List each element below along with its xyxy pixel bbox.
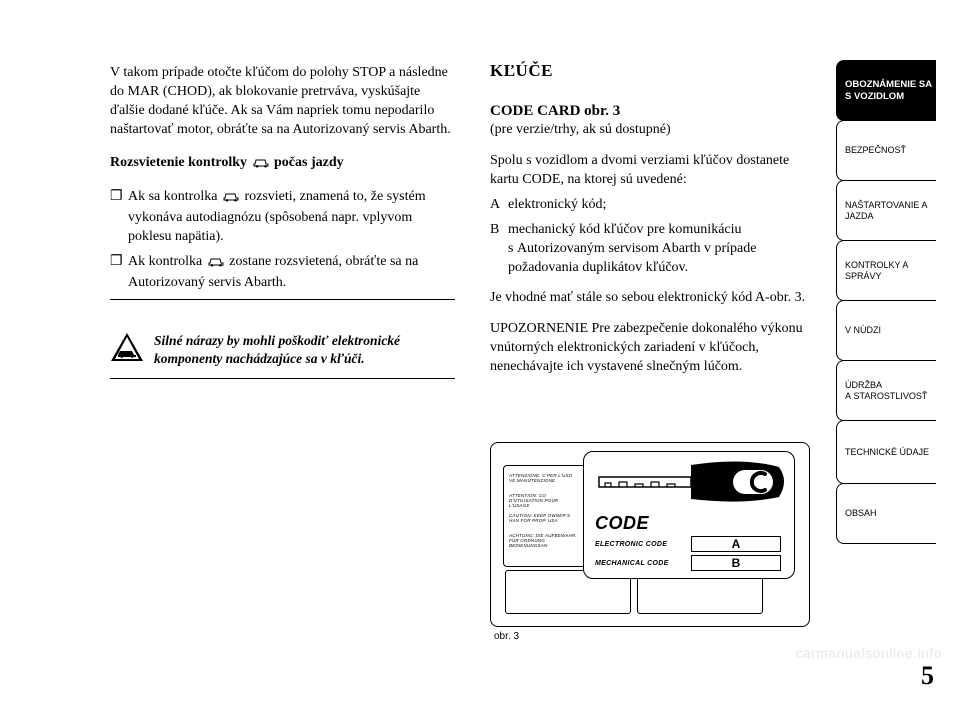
page: V takom prípade otočte kľúčom do polohy … (0, 0, 960, 709)
warning-box: Silné nárazy by mohli poškodiť elektroni… (110, 332, 455, 368)
tab-udrzba[interactable]: ÚDRŽBA A STAROSTLIVOSŤ (836, 360, 936, 421)
tab-label: KONTROLKY A SPRÁVY (845, 260, 936, 282)
page-number: 5 (921, 661, 934, 691)
tab-kontrolky[interactable]: KONTROLKY A SPRÁVY (836, 240, 936, 301)
list-item-b-letter: B (490, 221, 508, 278)
electronic-code-label: ELECTRONIC CODE (595, 541, 691, 548)
code-card-heading-main: CODE CARD obr. 3 (490, 103, 620, 119)
tab-label: TECHNICKÉ ÚDAJE (845, 447, 929, 458)
code-card-heading: CODE CARD obr. 3 (490, 101, 810, 121)
watermark: carmanualsonline.info (795, 645, 942, 661)
bullet-1: ❐ Ak sa kontrolka rozsvieti, znamená to,… (110, 188, 455, 247)
right-p3: UPOZORNENIE Pre zabezpečenie dokonalého … (490, 320, 810, 377)
tab-label: ÚDRŽBA A STAROSTLIVOSŤ (845, 380, 936, 402)
divider (110, 378, 455, 379)
tab-label: OBOZNÁMENIE SA S VOZIDLOM (845, 79, 936, 102)
tab-obsah[interactable]: OBSAH (836, 483, 936, 544)
fineprint-1: ATTENZIONE: C PER L'USO VE MANUTENZIONE (509, 473, 579, 483)
tab-label: BEZPEČNOSŤ (845, 145, 906, 156)
code-card-figure: ATTENZIONE: C PER L'USO VE MANUTENZIONE … (490, 442, 810, 642)
car-icon (253, 156, 269, 175)
tab-bezpecnost[interactable]: BEZPEČNOSŤ (836, 120, 936, 181)
tab-label: NAŠTARTOVANIE A JAZDA (845, 200, 936, 222)
mechanical-code-label: MECHANICAL CODE (595, 560, 691, 567)
fineprint-2: ATTENTION: CO D'UTILISATION POUR L'USAGE (509, 493, 579, 509)
tab-oboznámenie[interactable]: OBOZNÁMENIE SA S VOZIDLOM (836, 60, 936, 121)
key-icon (593, 457, 788, 505)
list-item-b-text: mechanický kód kľúčov pre komunikáciu s … (508, 221, 810, 278)
left-paragraph-1: V takom prípade otočte kľúčom do polohy … (110, 64, 455, 140)
bullet-1-lead: Ak sa kontrolka (128, 189, 217, 204)
list-item-a-text: elektronický kód; (508, 196, 810, 215)
left-column: V takom prípade otočte kľúčom do polohy … (110, 60, 455, 385)
car-icon (223, 190, 239, 209)
mechanical-code-box: B (691, 555, 781, 571)
tab-nastartovanie[interactable]: NAŠTARTOVANIE A JAZDA (836, 180, 936, 241)
figure-caption: obr. 3 (490, 631, 810, 642)
section-title: KĽÚČE (490, 60, 810, 83)
tab-technicke[interactable]: TECHNICKÉ ÚDAJE (836, 420, 936, 484)
bullet-2-lead: Ak kontrolka (128, 254, 202, 269)
fineprint-3: CAUTION: KEEP OWNER'S HAN FOR PROP. USA (509, 513, 579, 523)
bullet-2: ❐ Ak kontrolka zostane rozsvietená, obrá… (110, 253, 455, 293)
list-item-b: B mechanický kód kľúčov pre komunikáciu … (490, 221, 810, 278)
list-item-a-letter: A (490, 196, 508, 215)
right-p1: Spolu s vozidlom a dvomi verziami kľúčov… (490, 152, 810, 190)
electronic-code-box: A (691, 536, 781, 552)
bullet-marker: ❐ (110, 188, 128, 247)
bullet-2-text: Ak kontrolka zostane rozsvietená, obráťt… (128, 253, 455, 293)
left-subheading-lead: Rozsvietenie kontrolky (110, 155, 247, 170)
left-subheading-tail: počas jazdy (274, 155, 344, 170)
bullet-1-text: Ak sa kontrolka rozsvieti, znamená to, ž… (128, 188, 455, 247)
electronic-code-row: ELECTRONIC CODE A (595, 536, 781, 552)
figure-outer: ATTENZIONE: C PER L'USO VE MANUTENZIONE … (490, 442, 810, 627)
tab-label: V NÚDZI (845, 325, 881, 336)
right-column: KĽÚČE CODE CARD obr. 3 (pre verzie/trhy,… (490, 60, 810, 377)
tab-label: OBSAH (845, 508, 877, 519)
fineprint-4: ACHTUNG: DIE AUFBEWAHR. FÜR ORDNUNG BEDI… (509, 533, 579, 549)
sidebar-tabs: OBOZNÁMENIE SA S VOZIDLOM BEZPEČNOSŤ NAŠ… (836, 60, 936, 543)
list-item-a: A elektronický kód; (490, 196, 810, 215)
tab-vnudzi[interactable]: V NÚDZI (836, 300, 936, 361)
mechanical-code-row: MECHANICAL CODE B (595, 555, 781, 571)
left-subheading: Rozsvietenie kontrolky počas jazdy (110, 154, 455, 175)
bullet-marker: ❐ (110, 253, 128, 293)
warning-triangle-icon (110, 332, 144, 362)
car-icon (208, 255, 224, 274)
warning-text: Silné nárazy by mohli poškodiť elektroni… (154, 332, 455, 368)
right-p2: Je vhodné mať stále so sebou elektronick… (490, 289, 810, 308)
code-card-subheading: (pre verzie/trhy, ak sú dostupné) (490, 121, 810, 140)
code-label: CODE (595, 513, 649, 534)
divider (110, 299, 455, 300)
